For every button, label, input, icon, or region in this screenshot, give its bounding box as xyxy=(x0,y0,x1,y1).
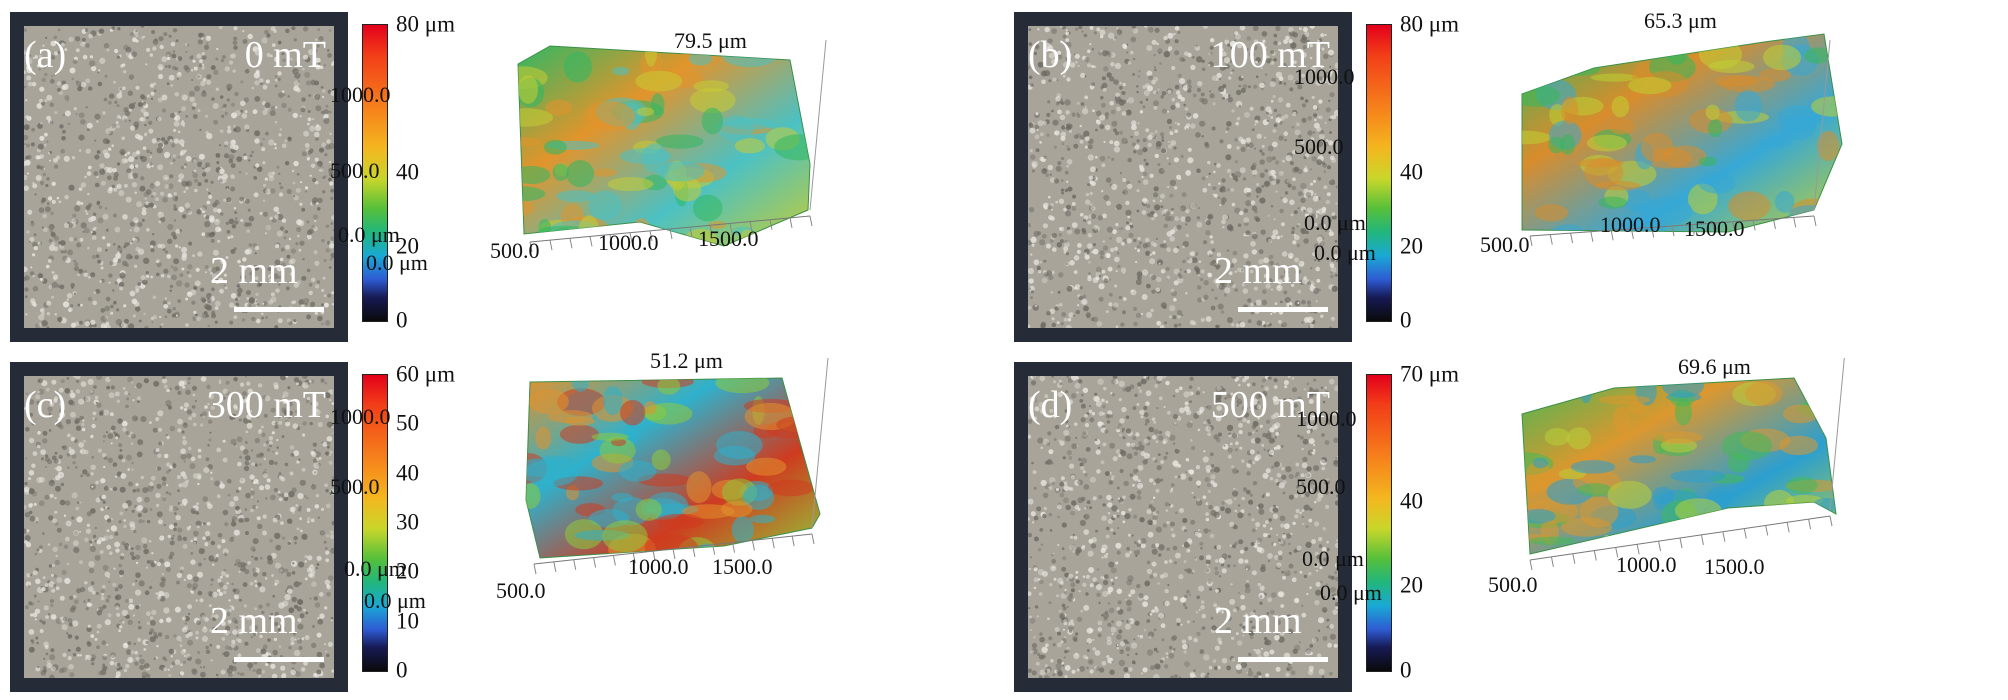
scale-bar-label: 2 mm xyxy=(210,250,298,292)
y-axis-tick: 1000.0 xyxy=(330,82,391,107)
colorbar-tick: 0 xyxy=(396,307,408,333)
colorbar-tick: 20 xyxy=(1400,233,1423,259)
panel-label: (c) xyxy=(24,384,67,426)
x-axis-tick: 500.0 xyxy=(490,238,540,263)
x-axis-tick: 500.0 xyxy=(1480,232,1530,257)
y-axis-tick: 0.0 μm xyxy=(1302,546,1364,571)
colorbar-tick: 40 xyxy=(396,159,419,185)
x-axis-tick: 1500.0 xyxy=(1704,554,1765,579)
surface-plot xyxy=(410,8,1002,346)
scale-bar xyxy=(234,307,324,312)
x-axis-tick: 1000.0 xyxy=(1600,212,1661,237)
sample-texture xyxy=(24,376,334,678)
y-axis-tick: 1000.0 xyxy=(330,404,391,429)
sample-texture xyxy=(1028,376,1338,678)
colorbar-tick: 20 xyxy=(1400,572,1423,598)
y-axis-tick: 0.0 μm xyxy=(344,556,406,581)
x-axis-tick: 1500.0 xyxy=(712,554,773,579)
colorbar-tick: 0 xyxy=(1400,657,1412,683)
scale-bar xyxy=(234,657,324,662)
field-strength-label: 300 mT xyxy=(206,384,326,426)
x-axis-tick: 0.0 μm xyxy=(364,588,426,613)
sample-texture xyxy=(24,26,334,328)
sample-photo: (d) 500 mT 2 mm xyxy=(1014,362,1352,692)
panel-c: (c) 300 mT 2 mm 60 μm 50 40 30 20 10 0 51.2 μm 1000… xyxy=(0,350,1004,700)
y-axis-tick: 1000.0 xyxy=(1296,406,1357,431)
x-axis-tick: 0.0 μm xyxy=(1320,580,1382,605)
panel-label: (a) xyxy=(24,34,67,76)
surface-plot xyxy=(1414,358,2006,696)
surface-3d-plot xyxy=(517,39,827,253)
surface-plot xyxy=(410,358,1002,696)
surface-max-height: 51.2 μm xyxy=(650,348,723,373)
colorbar-tick: 20 xyxy=(396,558,419,584)
x-axis-tick: 1500.0 xyxy=(698,226,759,251)
colorbar-tick: 0 xyxy=(396,657,408,683)
colorbar xyxy=(1366,24,1392,322)
x-axis-tick: 500.0 xyxy=(496,578,546,603)
surface-max-height: 65.3 μm xyxy=(1644,8,1717,33)
field-strength-label: 0 mT xyxy=(244,34,326,76)
x-axis-tick: 1500.0 xyxy=(1684,216,1745,241)
panel-d: (d) 500 mT 2 mm 70 μm 40 20 0 69.6 μm 1000.0 500.… xyxy=(1004,350,2008,700)
colorbar xyxy=(362,374,388,672)
y-axis-tick: 500.0 xyxy=(1296,474,1346,499)
surface-max-height: 79.5 μm xyxy=(674,28,747,53)
x-axis-tick: 1000.0 xyxy=(598,230,659,255)
sample-photo: (c) 300 mT 2 mm xyxy=(10,362,348,692)
field-strength-label: 100 mT xyxy=(1210,34,1330,76)
colorbar-tick: 40 xyxy=(1400,159,1423,185)
surface-plot xyxy=(1414,8,2006,346)
scale-bar-label: 2 mm xyxy=(1214,600,1302,642)
colorbar-tick: 30 xyxy=(396,509,419,535)
y-axis-tick: 0.0 μm xyxy=(1304,210,1366,235)
colorbar-tick: 70 μm xyxy=(1400,361,1459,387)
surface-max-height: 69.6 μm xyxy=(1678,354,1751,379)
field-strength-label: 500 mT xyxy=(1210,384,1330,426)
panel-label: (b) xyxy=(1028,34,1073,76)
scale-bar xyxy=(1238,657,1328,662)
sample-photo: (b) 100 mT 2 mm xyxy=(1014,12,1352,342)
colorbar xyxy=(362,24,388,322)
colorbar-tick: 80 μm xyxy=(1400,11,1459,37)
colorbar xyxy=(1366,374,1392,672)
sample-photo: (a) 0 mT 2 mm xyxy=(10,12,348,342)
colorbar-tick: 50 xyxy=(396,410,419,436)
y-axis-tick: 1000.0 xyxy=(1294,64,1355,89)
colorbar-tick: 40 xyxy=(396,460,419,486)
x-axis-tick: 500.0 xyxy=(1488,572,1538,597)
scale-bar-label: 2 mm xyxy=(210,600,298,642)
colorbar-tick: 60 μm xyxy=(396,361,455,387)
sample-texture xyxy=(1028,26,1338,328)
x-axis-tick: 0.0 μm xyxy=(1314,240,1376,265)
colorbar-tick: 40 xyxy=(1400,488,1423,514)
y-axis-tick: 0.0 μm xyxy=(338,222,400,247)
scale-bar xyxy=(1238,307,1328,312)
y-axis-tick: 500.0 xyxy=(330,158,380,183)
x-axis-tick: 1000.0 xyxy=(628,554,689,579)
surface-3d-plot xyxy=(525,358,829,575)
x-axis-tick: 1000.0 xyxy=(1616,552,1677,577)
panel-b: (b) 100 mT 2 mm 80 μm 40 20 0 65.3 μm 1000.0 500.… xyxy=(1004,0,2008,350)
y-axis-tick: 500.0 xyxy=(330,474,380,499)
surface-3d-plot xyxy=(1521,358,1845,571)
scale-bar-label: 2 mm xyxy=(1214,250,1302,292)
panel-label: (d) xyxy=(1028,384,1073,426)
y-axis-tick: 500.0 xyxy=(1294,134,1344,159)
panel-a: (a) 0 mT 2 mm 80 μm 40 20 0 79.5 μm 1000.0 500.0 0… xyxy=(0,0,1004,350)
x-axis-tick: 0.0 μm xyxy=(366,250,428,275)
colorbar-tick: 80 μm xyxy=(396,11,455,37)
colorbar-tick: 0 xyxy=(1400,307,1412,333)
colorbar-tick: 20 xyxy=(396,233,419,259)
colorbar-tick: 10 xyxy=(396,608,419,634)
surface-3d-plot xyxy=(1521,33,1843,247)
